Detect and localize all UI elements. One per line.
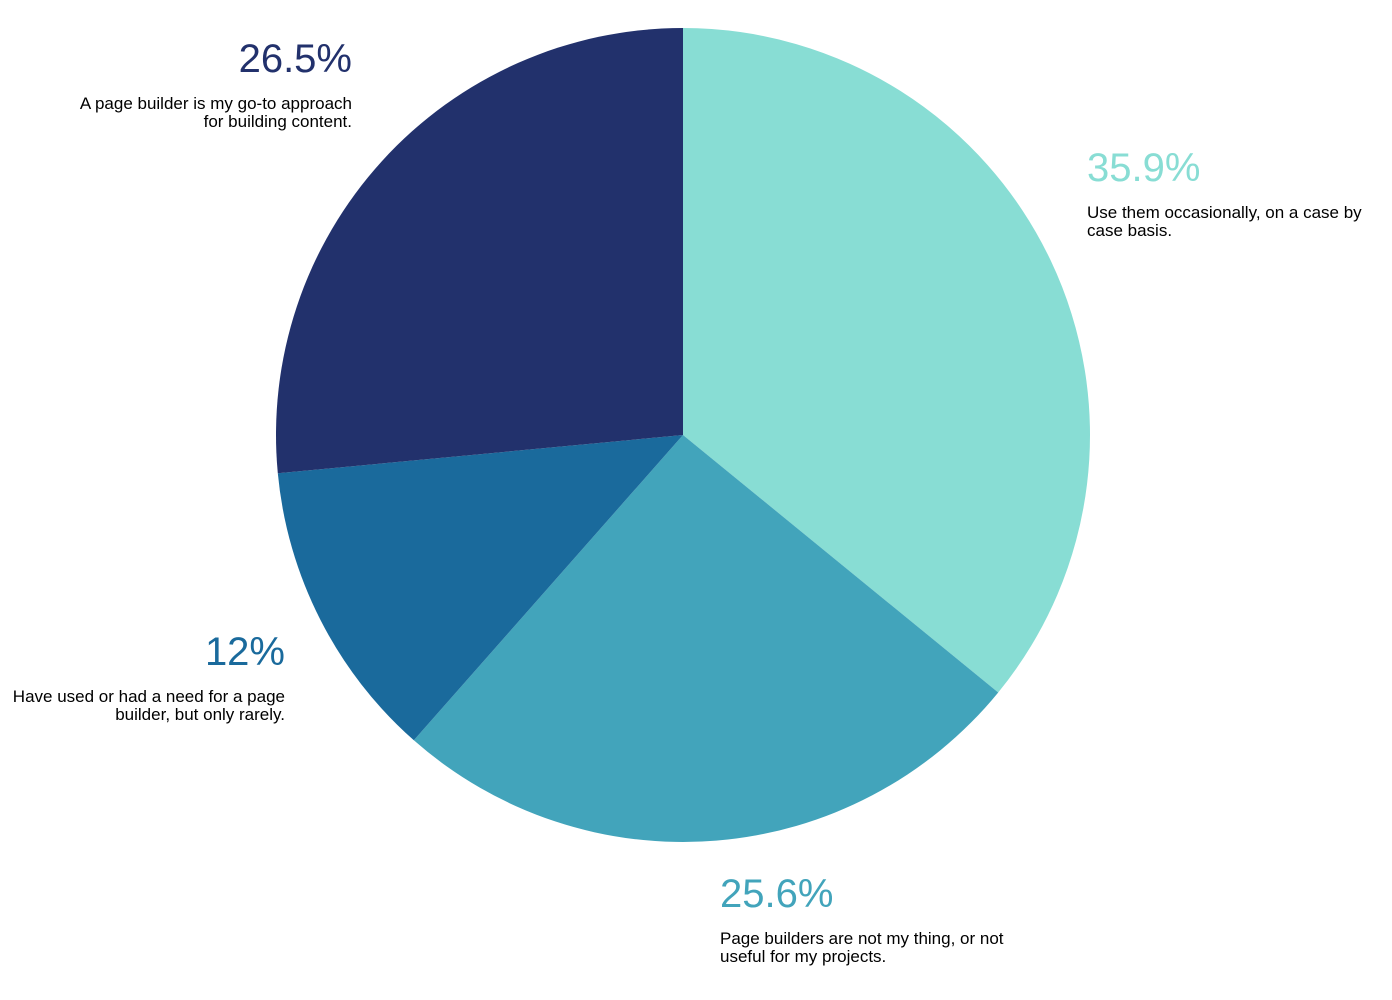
category-label: A page builder is my go-to approach for … — [79, 94, 352, 131]
category-label: Page builders are not my thing, or not u… — [720, 929, 1004, 966]
slice-label: 35.9% Use them occasionally, on a case by… — [1087, 146, 1382, 240]
category-label: Use them occasionally, on a case by case… — [1087, 203, 1362, 240]
percent-label: 25.6% — [720, 872, 834, 916]
pie-slice — [277, 435, 683, 741]
percent-label: 35.9% — [1087, 146, 1201, 190]
slice-label: 25.6% Page builders are not my thing, or … — [720, 872, 1015, 966]
slice-label: 26.5% A page builder is my go-to approach… — [62, 37, 352, 131]
percent-label: 12% — [204, 630, 285, 674]
percent-label: 26.5% — [238, 37, 352, 81]
slice-label: 12% Have used or had a need for a page bu… — [0, 630, 285, 724]
pie-slice — [413, 435, 999, 842]
pie-slice — [683, 28, 1090, 693]
pie-slice — [275, 28, 683, 474]
category-label: Have used or had a need for a page build… — [12, 687, 285, 724]
